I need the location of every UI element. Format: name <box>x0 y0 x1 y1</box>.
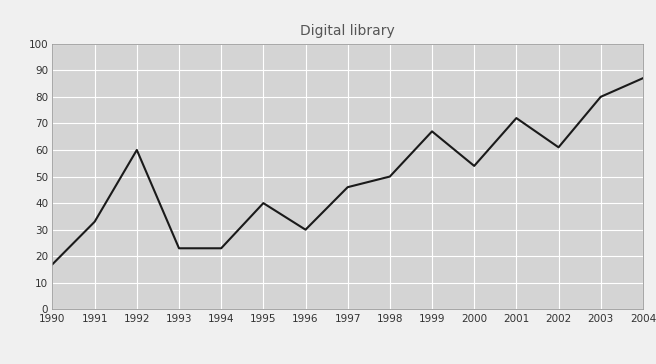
Title: Digital library: Digital library <box>300 24 395 38</box>
